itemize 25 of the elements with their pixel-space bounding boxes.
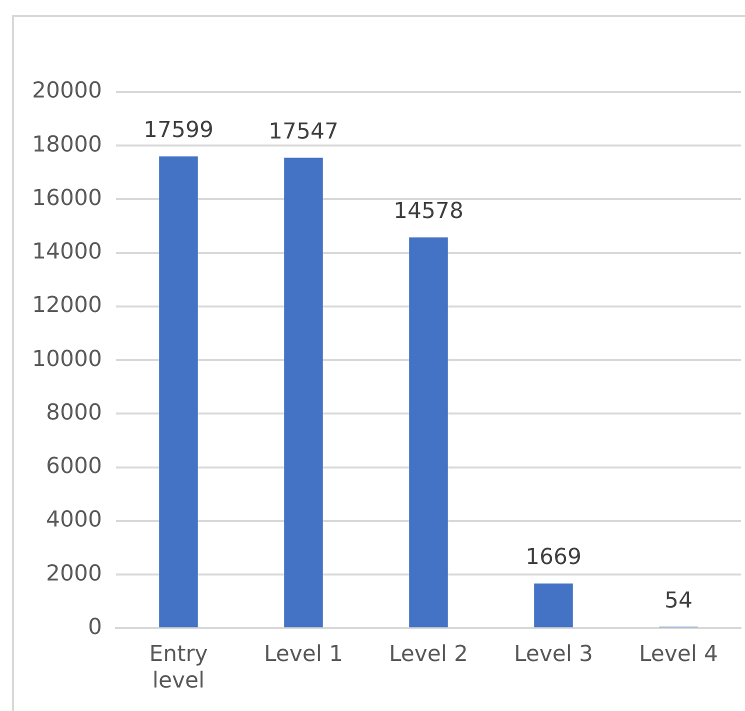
bar (409, 237, 448, 628)
x-tick-label: Level 2 (388, 642, 468, 668)
x-tick-label: Level 4 (638, 642, 718, 668)
bar (284, 158, 323, 628)
y-tick-label: 4000 (46, 508, 102, 533)
x-tick-label: Entry level (149, 642, 208, 694)
x-tick-label: Level 1 (264, 642, 344, 668)
y-tick-label: 2000 (46, 561, 102, 586)
y-tick-label: 20000 (32, 78, 102, 104)
y-tick-label: 10000 (32, 346, 102, 372)
data-label: 14578 (393, 199, 464, 224)
data-label: 1669 (525, 545, 582, 570)
y-tick-label: 8000 (46, 400, 102, 426)
bar (534, 583, 573, 628)
y-tick-label: 0 (88, 614, 102, 640)
data-label: 17599 (143, 118, 214, 144)
y-tick-label: 6000 (46, 454, 102, 480)
y-tick-label: 18000 (32, 132, 102, 158)
y-tick-label: 16000 (32, 186, 102, 211)
bar (159, 156, 198, 628)
y-tick-label: 14000 (32, 240, 102, 265)
data-label: 17547 (268, 119, 338, 144)
data-label: 54 (664, 588, 692, 614)
y-tick-label: 12000 (32, 293, 102, 318)
x-tick-label: Level 3 (514, 642, 594, 668)
